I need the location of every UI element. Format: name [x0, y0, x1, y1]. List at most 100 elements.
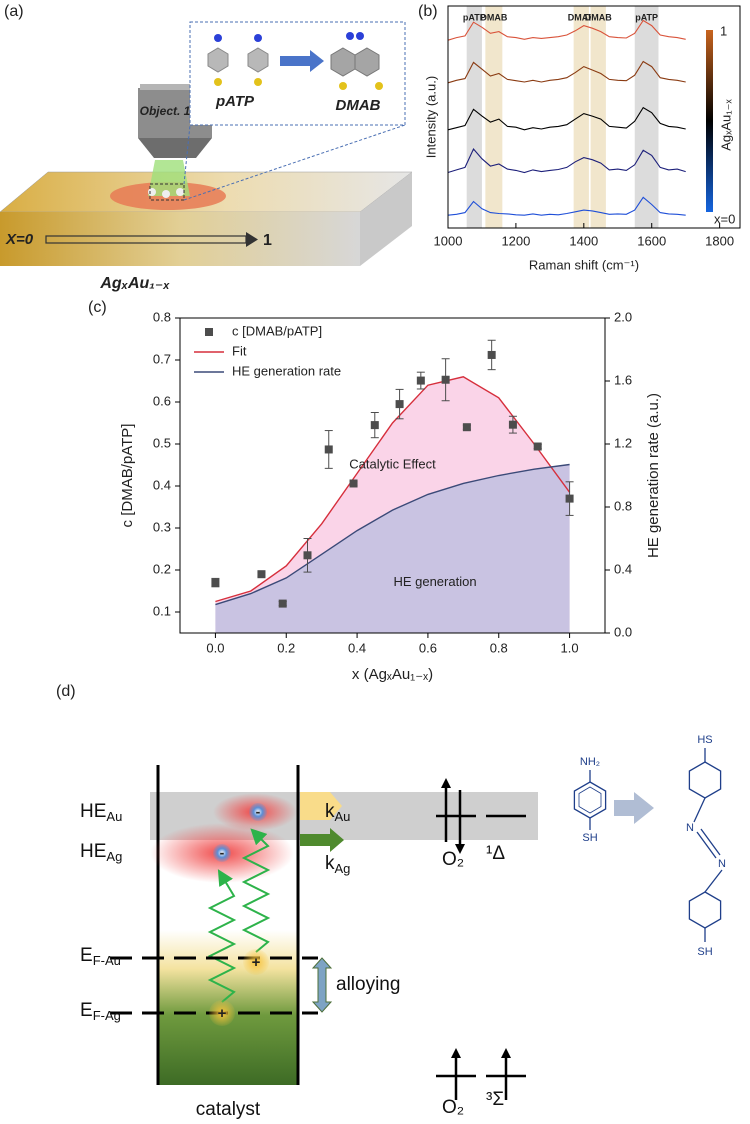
band [590, 6, 606, 228]
dmab-top: HS [697, 734, 712, 746]
sulfur [375, 82, 383, 90]
zoom-line [183, 124, 406, 201]
y-tick-label: 0.3 [153, 519, 171, 534]
k-ag-label: kAg [325, 853, 350, 876]
reactant-label: pATP [215, 93, 255, 110]
k-au-label: kAu [325, 801, 350, 824]
x-tick-label: 0.4 [348, 640, 366, 655]
colorbar-title: AgₓAu₁₋ₓ [718, 98, 733, 150]
product-label: DMAB [336, 97, 381, 114]
x-tick-label: 1200 [501, 233, 530, 248]
spin-down [455, 844, 465, 854]
objective-tip [138, 138, 212, 158]
point [416, 376, 425, 385]
patp-structure [573, 770, 607, 830]
triplet-state: ³Σ [486, 1089, 504, 1110]
hole [243, 949, 269, 975]
k-ag-arrow [300, 828, 344, 852]
panel-label: (a) [4, 3, 24, 20]
spectrum [447, 106, 686, 131]
ef-au-label: EF-Au [80, 945, 121, 968]
colorbar-bottom: x=0 [714, 211, 735, 226]
y2-tick-label: 0.8 [614, 498, 632, 513]
line [215, 463, 570, 606]
hole [209, 1000, 235, 1026]
band-label: DMAB [568, 12, 595, 22]
slab-side [360, 172, 412, 266]
excitation [207, 869, 237, 1003]
end-label: 1 [263, 232, 272, 249]
y-axis-title: c [DMAB/pATP] [119, 424, 136, 528]
objective-ring [140, 84, 210, 90]
patp-top: NH₂ [580, 756, 600, 768]
he-ag-label: HEAg [80, 841, 122, 864]
panel-label: (d) [56, 683, 76, 700]
spin-up [441, 778, 451, 788]
y-tick-label: 0.5 [153, 435, 171, 450]
x-axis-title: Raman shift (cm⁻¹) [529, 257, 639, 272]
sulfur [214, 78, 222, 86]
legend-label: HE generation rate [232, 363, 341, 378]
y-tick-label: 0.2 [153, 561, 171, 576]
hole-sign: + [218, 1005, 227, 1022]
colorbar-top: 1 [720, 23, 727, 38]
point [533, 442, 542, 451]
legend-label: Fit [232, 343, 247, 358]
panel-label: (c) [88, 299, 107, 316]
point [441, 375, 450, 384]
singlet-state: ¹Δ [486, 843, 505, 864]
x-tick-label: 0.6 [419, 640, 437, 655]
y2-tick-label: 1.2 [614, 435, 632, 450]
point [211, 578, 220, 587]
point [349, 479, 358, 488]
y-tick-label: 0.7 [153, 351, 171, 366]
nitrogen [356, 32, 364, 40]
y-tick-label: 0.1 [153, 603, 171, 618]
panel-a: (a) Object. 100x pATP DMAB X=0 1 AgₓAu₁₋… [0, 3, 413, 292]
spectrum [447, 19, 686, 41]
catalyst-label: catalyst [196, 1099, 261, 1120]
annotation: Catalytic Effect [349, 456, 436, 471]
legend-label: c [DMAB/pATP] [232, 323, 322, 338]
electron-sign: - [256, 804, 261, 820]
band-label: pATP [635, 12, 658, 22]
line [215, 376, 571, 603]
point [257, 570, 266, 579]
point [303, 551, 312, 560]
chart-c: 0.0 0.2 0.4 0.6 0.8 1.0 0.1 0.2 0.3 0.4 0.5 0.6 0.7 0… [88, 299, 662, 683]
sulfur [254, 78, 262, 86]
colorbar [706, 30, 713, 212]
area [215, 464, 570, 633]
x-tick-label: 1.0 [561, 640, 579, 655]
spectrum [447, 147, 686, 174]
patp-molecule [207, 47, 269, 73]
x-tick-label: 1600 [637, 233, 666, 248]
nitrogen [254, 34, 262, 42]
electron [213, 844, 231, 862]
band [466, 6, 482, 228]
excitation [241, 828, 271, 953]
band-label: DMAB [480, 12, 507, 22]
dmab-molecule [330, 47, 380, 77]
annotation: HE generation [393, 574, 476, 589]
k-au-arrow [300, 792, 342, 820]
panel-d: (d) - - + + HEAu HEAg EF-Au EF-Ag kAu kA… [56, 683, 726, 1120]
x-tick-label: 1000 [434, 233, 463, 248]
slab-front [0, 212, 360, 266]
triplet-o2: O₂ [442, 1097, 464, 1118]
x-tick-label: 1800 [705, 233, 734, 248]
y2-tick-label: 1.6 [614, 372, 632, 387]
spectrum [447, 196, 686, 216]
dmab-nitrogen: N [686, 822, 694, 834]
spectrum [447, 60, 686, 84]
singlet-orbitals [436, 782, 526, 850]
sulfur [339, 82, 347, 90]
hole-sign: + [252, 954, 261, 971]
nitrogen [214, 34, 222, 42]
y2-tick-label: 0.0 [614, 624, 632, 639]
y-tick-label: 0.4 [153, 477, 171, 492]
electron [249, 803, 267, 821]
point [278, 599, 287, 608]
point [324, 445, 333, 454]
